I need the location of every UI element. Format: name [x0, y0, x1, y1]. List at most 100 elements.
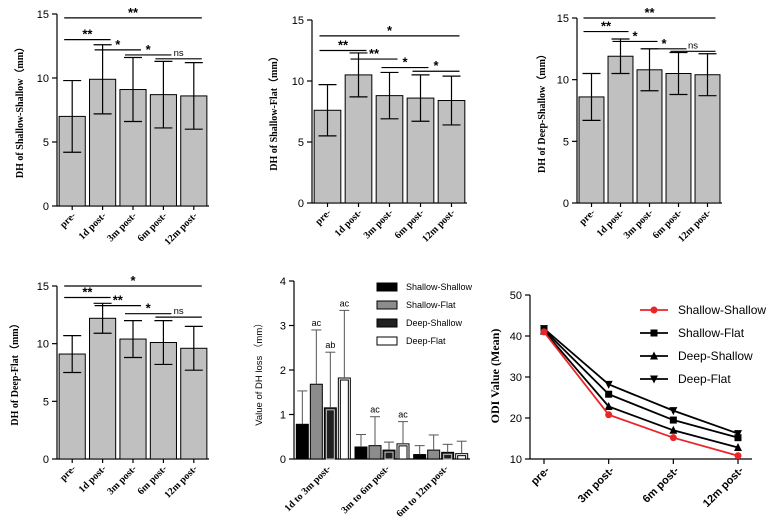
x-tick-label: 3m post-	[362, 207, 396, 241]
legend-label: Shallow-Shallow	[406, 282, 473, 292]
bar-inner	[457, 455, 467, 460]
panel-dh-shallow-flat: 0 5 10 15 DH of Shallow-Flat（mm） pre- 1d post-…	[267, 15, 467, 245]
x-tick-label: 6m to 12m post-	[394, 463, 450, 519]
bar-inner	[325, 409, 335, 460]
bar-annotation: ac	[340, 298, 350, 308]
y-tick-label: 50	[510, 290, 522, 302]
data-point	[734, 434, 742, 442]
data-point	[605, 411, 613, 419]
y-tick-label: 10	[292, 76, 304, 88]
legend-label: Deep-Flat	[406, 336, 446, 346]
data-point	[669, 425, 678, 434]
legend-swatch	[376, 282, 398, 292]
y-tick-label: 3	[280, 321, 286, 333]
data-point	[734, 443, 742, 452]
data-point	[669, 416, 677, 424]
x-tick-label: 3m post-	[105, 210, 139, 244]
y-tick-label: 20	[510, 413, 522, 425]
significance-label: **	[644, 5, 655, 20]
panel-odi-value: 10 20 30 40 50 ODI Value (Mean) pre- 3m post- 6m…	[488, 290, 766, 510]
data-point	[605, 390, 613, 398]
x-tick-label: 3m post-	[105, 463, 139, 497]
bar-annotation: ac	[398, 410, 408, 420]
y-tick-label: 10	[557, 75, 569, 87]
y-tick-label: 5	[298, 137, 304, 149]
significance-label: *	[661, 36, 667, 51]
data-point	[540, 328, 548, 336]
x-tick-label: 1d post-	[333, 207, 365, 239]
x-tick-label: 3m to 6m post-	[339, 463, 392, 516]
x-tick-label: 12m post-	[701, 464, 746, 509]
significance-label: *	[130, 273, 136, 288]
y-axis-label: ODI Value (Mean)	[488, 329, 502, 424]
y-tick-label: 10	[37, 73, 49, 85]
legend-marker	[650, 375, 658, 384]
significance-label: **	[82, 285, 93, 300]
x-tick-label: 1d post-	[77, 463, 109, 495]
data-point	[604, 402, 613, 411]
x-tick-label: pre-	[577, 207, 597, 227]
y-tick-label: 2	[280, 365, 286, 377]
bar	[607, 55, 634, 204]
bar	[427, 449, 441, 460]
significance-label: ns	[688, 40, 698, 51]
x-tick-label: 12m post-	[420, 207, 457, 244]
legend-marker	[650, 351, 658, 360]
significance-label: *	[402, 55, 408, 70]
data-point	[734, 430, 742, 439]
legend-swatch	[376, 300, 398, 310]
y-tick-label: 5	[563, 136, 569, 148]
bar	[119, 338, 147, 460]
legend-label: Deep-Shallow	[678, 349, 753, 363]
y-tick-label: 15	[37, 281, 49, 293]
y-axis-label: DH of Deep-Flat（mm）	[8, 318, 21, 425]
y-tick-label: 5	[43, 137, 49, 149]
significance-label: ns	[174, 48, 184, 59]
data-point	[734, 452, 742, 460]
bar	[413, 454, 427, 460]
data-point	[604, 380, 613, 389]
data-point	[669, 434, 677, 442]
significance-label: *	[387, 23, 393, 38]
significance-label: ns	[174, 306, 184, 317]
significance-label: *	[146, 42, 152, 57]
y-tick-label: 0	[298, 198, 304, 210]
significance-label: *	[115, 37, 121, 52]
legend-label: Shallow-Flat	[406, 300, 456, 310]
significance-label: *	[146, 301, 152, 316]
bar-annotation: ac	[312, 318, 322, 328]
y-tick-label: 0	[43, 201, 49, 213]
x-tick-label: 12m post-	[162, 210, 199, 247]
significance-label: *	[433, 58, 439, 73]
y-axis-label: DH of Deep-Shallow（mm）	[535, 49, 548, 173]
bar-inner	[384, 451, 394, 460]
significance-label: **	[601, 19, 612, 34]
x-tick-label: pre-	[58, 463, 78, 483]
legend-label: Shallow-Flat	[678, 326, 745, 340]
bar	[665, 73, 692, 204]
y-tick-label: 0	[43, 454, 49, 466]
bar-annotation: ac	[370, 405, 380, 415]
y-tick-label: 0	[563, 198, 569, 210]
x-tick-label: pre-	[313, 207, 333, 227]
legend-marker	[650, 306, 658, 314]
bar-annotation: ab	[325, 340, 335, 350]
x-tick-label: 1d post-	[77, 210, 109, 242]
panel-dh-deep-flat: 0 5 10 15 DH of Deep-Flat（mm） pre-1d post-3m …	[8, 273, 209, 501]
data-point	[669, 407, 678, 416]
y-tick-label: 10	[510, 454, 522, 466]
significance-label: **	[128, 5, 139, 20]
significance-label: **	[338, 38, 349, 53]
y-tick-label: 10	[37, 339, 49, 351]
x-tick-label: pre-	[58, 210, 78, 230]
x-tick-label: 1d to 3m post-	[283, 463, 334, 514]
bar	[368, 445, 382, 460]
panel-dh-loss: 0 1 2 3 4 Value of DH loss （mm） ac ab ac 1d to 3m…	[253, 276, 473, 520]
x-tick-label: 3m post-	[576, 464, 617, 505]
panel-dh-shallow-shallow: 0 5 10 15 DH of Shallow-Shallow（mm） pre-1d po…	[13, 5, 209, 248]
bar-inner	[443, 453, 453, 460]
x-tick-label: 6m post-	[641, 464, 682, 505]
y-tick-label: 30	[510, 372, 522, 384]
x-tick-label: pre-	[529, 464, 552, 487]
